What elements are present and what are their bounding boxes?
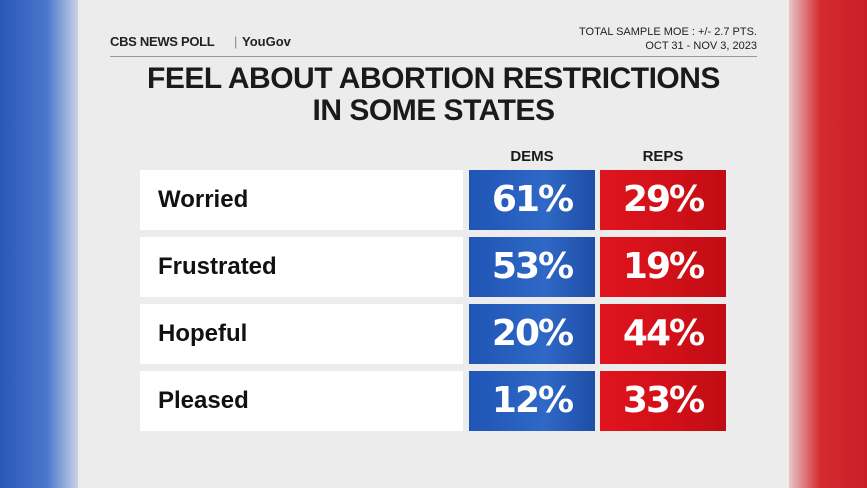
dem-cell: 12% [469, 371, 595, 431]
title: FEEL ABOUT ABORTION RESTRICTIONS [147, 62, 720, 95]
rule [110, 56, 757, 57]
partner: YouGov [242, 34, 291, 49]
title: IN SOME STATES [312, 94, 555, 127]
rep-cell: 29% [600, 170, 726, 230]
logo: CBS NEWS POLL [110, 34, 215, 49]
rep-cell: 33% [600, 371, 726, 431]
dem-cell: 61% [469, 170, 595, 230]
rep-cell: 19% [600, 237, 726, 297]
dem-cell: 20% [469, 304, 595, 364]
row-label: Hopeful [140, 304, 463, 364]
moe: TOTAL SAMPLE MOE : +/- 2.7 PTS. [579, 26, 757, 38]
dem-cell: 53% [469, 237, 595, 297]
row-label: Worried [140, 170, 463, 230]
rep-cell: 44% [600, 304, 726, 364]
row-label: Pleased [140, 371, 463, 431]
separator: | [234, 34, 238, 49]
column-header: DEMS [510, 148, 554, 165]
blue-stripe [0, 0, 78, 488]
column-header: REPS [642, 148, 684, 165]
dates: OCT 31 - NOV 3, 2023 [645, 40, 757, 52]
row-label: Frustrated [140, 237, 463, 297]
red-stripe [789, 0, 867, 488]
